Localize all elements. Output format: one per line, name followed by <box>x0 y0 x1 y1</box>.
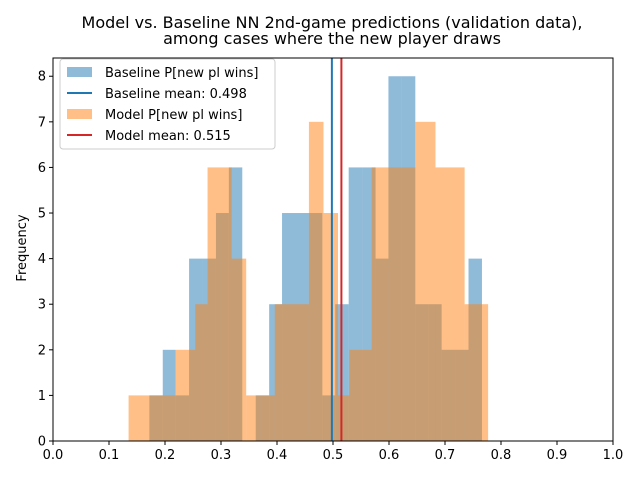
x-ticks: 0.0 0.1 0.2 0.3 0.4 0.5 0.6 0.7 0.8 0.9 1.0 <box>43 441 624 463</box>
x-tick-label-6: 0.6 <box>379 448 400 463</box>
y-tick-label-4: 4 <box>38 252 46 267</box>
x-tick-label-0: 0.0 <box>43 448 64 463</box>
bar-model-6 <box>231 258 247 441</box>
x-tick-label-10: 1.0 <box>603 448 624 463</box>
y-axis-label: Frequency <box>15 214 30 281</box>
x-tick-label-7: 0.7 <box>435 448 456 463</box>
bar-model-8 <box>260 395 275 441</box>
bar-model-12 <box>323 213 339 441</box>
chart-title: Model vs. Baseline NN 2nd-game predictio… <box>82 13 583 48</box>
legend: Baseline P[new pl wins] Baseline mean: 0.… <box>59 58 276 150</box>
bar-model-2 <box>175 349 196 441</box>
legend-label-0: Baseline P[new pl wins] <box>105 66 259 81</box>
bar-model-20 <box>464 304 489 441</box>
mean-lines-layer <box>330 58 343 441</box>
legend-label-3: Model mean: 0.515 <box>105 129 231 144</box>
bar-model-7 <box>246 395 261 441</box>
bar-model-0 <box>128 395 150 441</box>
y-tick-label-1: 1 <box>38 389 46 404</box>
legend-label-2: Model P[new pl wins] <box>105 108 242 123</box>
bar-model-3 <box>195 304 208 441</box>
bar-model-4 <box>207 167 221 441</box>
bar-model-15 <box>371 167 389 441</box>
y-tick-label-0: 0 <box>38 435 46 450</box>
x-tick-label-4: 0.4 <box>267 448 288 463</box>
legend-frame <box>59 58 276 150</box>
y-tick-label-8: 8 <box>38 70 46 85</box>
bar-model-11 <box>308 121 324 441</box>
x-tick-label-1: 0.1 <box>99 448 120 463</box>
bar-model-9 <box>274 304 290 441</box>
y-ticks: 0 1 2 3 4 5 6 7 8 <box>38 70 53 450</box>
x-tick-label-9: 0.9 <box>547 448 568 463</box>
legend-swatch-0 <box>67 67 92 77</box>
bar-model-10 <box>289 304 309 441</box>
bar-model-1 <box>149 395 176 441</box>
x-tick-label-3: 0.3 <box>211 448 232 463</box>
bars-layer <box>128 76 489 441</box>
bar-model-17 <box>415 121 436 441</box>
y-tick-label-2: 2 <box>38 343 46 358</box>
y-tick-label-7: 7 <box>38 115 46 130</box>
bar-model-18 <box>435 167 451 441</box>
y-tick-label-6: 6 <box>38 161 46 176</box>
bar-model-5 <box>220 167 232 441</box>
y-tick-label-3: 3 <box>38 298 46 313</box>
title-line-2: among cases where the new player draws <box>163 29 501 48</box>
title-line-1: Model vs. Baseline NN 2nd-game predictio… <box>82 13 583 32</box>
legend-label-1: Baseline mean: 0.498 <box>105 87 247 102</box>
bar-model-14 <box>349 349 372 441</box>
x-tick-label-8: 0.8 <box>491 448 512 463</box>
legend-swatch-2 <box>67 109 92 119</box>
x-tick-label-2: 0.2 <box>155 448 176 463</box>
bar-model-16 <box>388 167 416 441</box>
bar-model-19 <box>450 167 465 441</box>
x-tick-label-5: 0.5 <box>323 448 344 463</box>
y-tick-label-5: 5 <box>38 207 46 222</box>
bar-model-13 <box>338 395 350 441</box>
